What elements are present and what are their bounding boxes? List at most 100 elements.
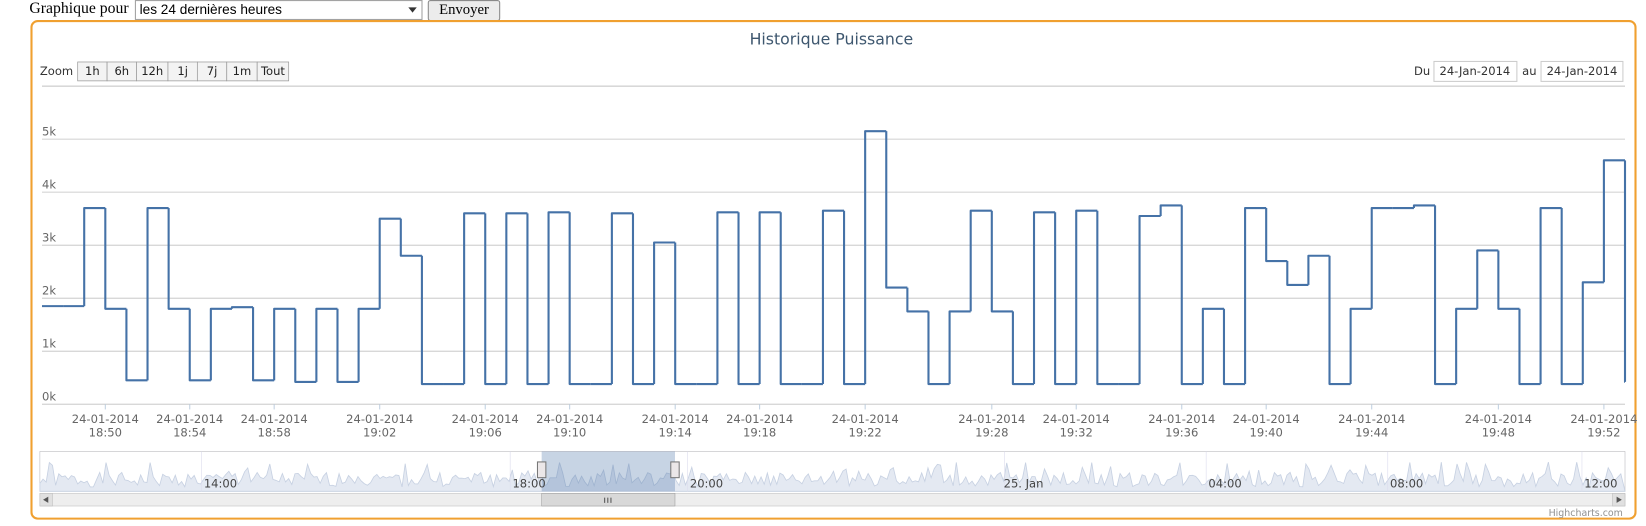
step-segment — [927, 311, 950, 386]
step-segment — [1455, 307, 1478, 385]
handle-left[interactable] — [536, 461, 547, 479]
step-segment — [378, 217, 401, 309]
step-segment — [1222, 308, 1246, 386]
y-tick-label: 4k — [42, 177, 56, 191]
step-segment — [1286, 261, 1309, 286]
step-segment — [1497, 250, 1520, 310]
zoom-button[interactable] — [256, 61, 290, 82]
to-label: au — [1522, 64, 1536, 78]
zoom-button-label: 1j — [177, 64, 188, 78]
x-tick-label-box: 24-01-2014 19:52 — [1570, 413, 1637, 440]
x-tick-label: 24-01-2014 19:28 — [958, 412, 1026, 440]
chart-frame — [30, 19, 1637, 520]
x-tick-label: 24-01-2014 19:36 — [1148, 412, 1216, 440]
step-segment — [167, 208, 190, 310]
select-text: les 24 dernières heures — [140, 2, 283, 17]
period-select[interactable] — [134, 0, 423, 20]
step-segment — [188, 308, 211, 382]
navigator-label: 12:00 — [1584, 476, 1617, 490]
button-text: Envoyer — [439, 2, 489, 18]
step-segment — [1075, 209, 1098, 385]
x-tick-label-box: 24-01-2014 19:48 — [1464, 412, 1532, 440]
step-segment — [737, 212, 760, 386]
zoom-button-label: 7j — [207, 64, 218, 78]
step-segment — [969, 209, 992, 312]
x-tick-label: 24-01-2014 19:10 — [536, 412, 604, 440]
step-segment — [125, 308, 148, 382]
step-segment — [1560, 208, 1583, 386]
step-segment — [1138, 214, 1161, 385]
navigator-label: 14:00 — [204, 476, 237, 490]
to-date: 24-Jan-2014 — [1547, 64, 1618, 78]
step-segment — [1180, 205, 1203, 386]
x-tick-label: 24-01-2014 19:44 — [1338, 412, 1406, 440]
form-label: Graphique pour — [29, 0, 129, 17]
step-segment — [526, 213, 549, 386]
scrollbar[interactable] — [39, 493, 1626, 507]
step-segment — [843, 210, 866, 386]
step-segment — [273, 307, 296, 381]
zoom-label: Zoom — [40, 64, 73, 78]
arrow-left — [43, 496, 49, 503]
x-tick-label: 24-01-2014 18:50 — [71, 412, 139, 440]
y-tick-label: 5k — [42, 124, 56, 138]
navigator-label: 04:00 — [1208, 476, 1241, 490]
step-segment — [821, 209, 845, 385]
x-tick-label-box: 24-01-2014 19:06 — [452, 413, 519, 440]
step-segment — [420, 255, 444, 386]
step-segment — [1370, 206, 1393, 309]
x-tick-label: 24-01-2014 18:54 — [156, 412, 224, 440]
step-segment — [1159, 204, 1182, 216]
to-input[interactable] — [1540, 60, 1624, 82]
step-segment — [1539, 206, 1562, 385]
step-segment — [610, 212, 633, 385]
step-segment — [1054, 212, 1077, 386]
from-input[interactable] — [1433, 60, 1518, 82]
step-segment — [568, 212, 591, 386]
step-segment — [252, 307, 275, 382]
step-segment — [653, 241, 676, 385]
step-segment — [990, 210, 1013, 313]
step-segment — [948, 310, 971, 385]
x-tick-label-box: 24-01-2014 19:18 — [726, 413, 793, 440]
step-segment — [1265, 208, 1288, 263]
chart-title: Historique Puissance — [750, 29, 914, 48]
zoom-button-label: Tout — [260, 64, 285, 78]
navigator-selection[interactable] — [541, 451, 675, 492]
x-tick-label-box: 24-01-2014 19:14 — [641, 412, 709, 440]
navigator-label: 08:00 — [1390, 476, 1423, 490]
step-segment — [906, 287, 929, 313]
step-segment — [294, 308, 317, 383]
select-arrow — [408, 7, 417, 13]
zoom-button-label: 12h — [141, 64, 163, 78]
x-tick-label: 24-01-2014 19:32 — [1042, 412, 1110, 440]
step-segment — [1518, 308, 1541, 386]
step-segment — [104, 208, 127, 310]
y-tick-label: 0k — [42, 389, 56, 403]
navigator-label: 18:00 — [512, 476, 545, 490]
navigator-series — [39, 461, 1626, 492]
x-tick-label-box: 24-01-2014 19:22 — [832, 413, 899, 440]
x-tick-label: 24-01-2014 19:48 — [1464, 412, 1532, 440]
step-segment — [315, 307, 338, 382]
step-segment — [1032, 211, 1056, 385]
step-segment — [1244, 206, 1267, 385]
x-tick-label-box: 24-01-2014 19:36 — [1148, 412, 1216, 440]
credits[interactable]: Highcharts.com — [1549, 508, 1623, 519]
x-tick-label-box: 24-01-2014 19:40 — [1232, 412, 1300, 440]
x-tick-label: 24-01-2014 19:14 — [641, 412, 709, 440]
thumb-grip — [604, 497, 612, 503]
step-segment — [505, 212, 528, 385]
x-tick-label-box: 24-01-2014 19:32 — [1042, 412, 1110, 440]
y-tick-label: 2k — [42, 283, 56, 297]
step-segment — [484, 213, 507, 386]
handle-right[interactable] — [670, 461, 680, 479]
from-label: Du — [1414, 64, 1430, 78]
step-segment — [1412, 204, 1436, 209]
step-segment — [1349, 307, 1372, 385]
zoom-button-label: 1m — [233, 64, 252, 78]
step-segment — [1011, 311, 1035, 386]
x-tick-label-box: 24-01-2014 19:28 — [958, 412, 1026, 440]
step-segment — [885, 131, 908, 289]
x-tick-label: 24-01-2014 19:40 — [1232, 412, 1300, 440]
